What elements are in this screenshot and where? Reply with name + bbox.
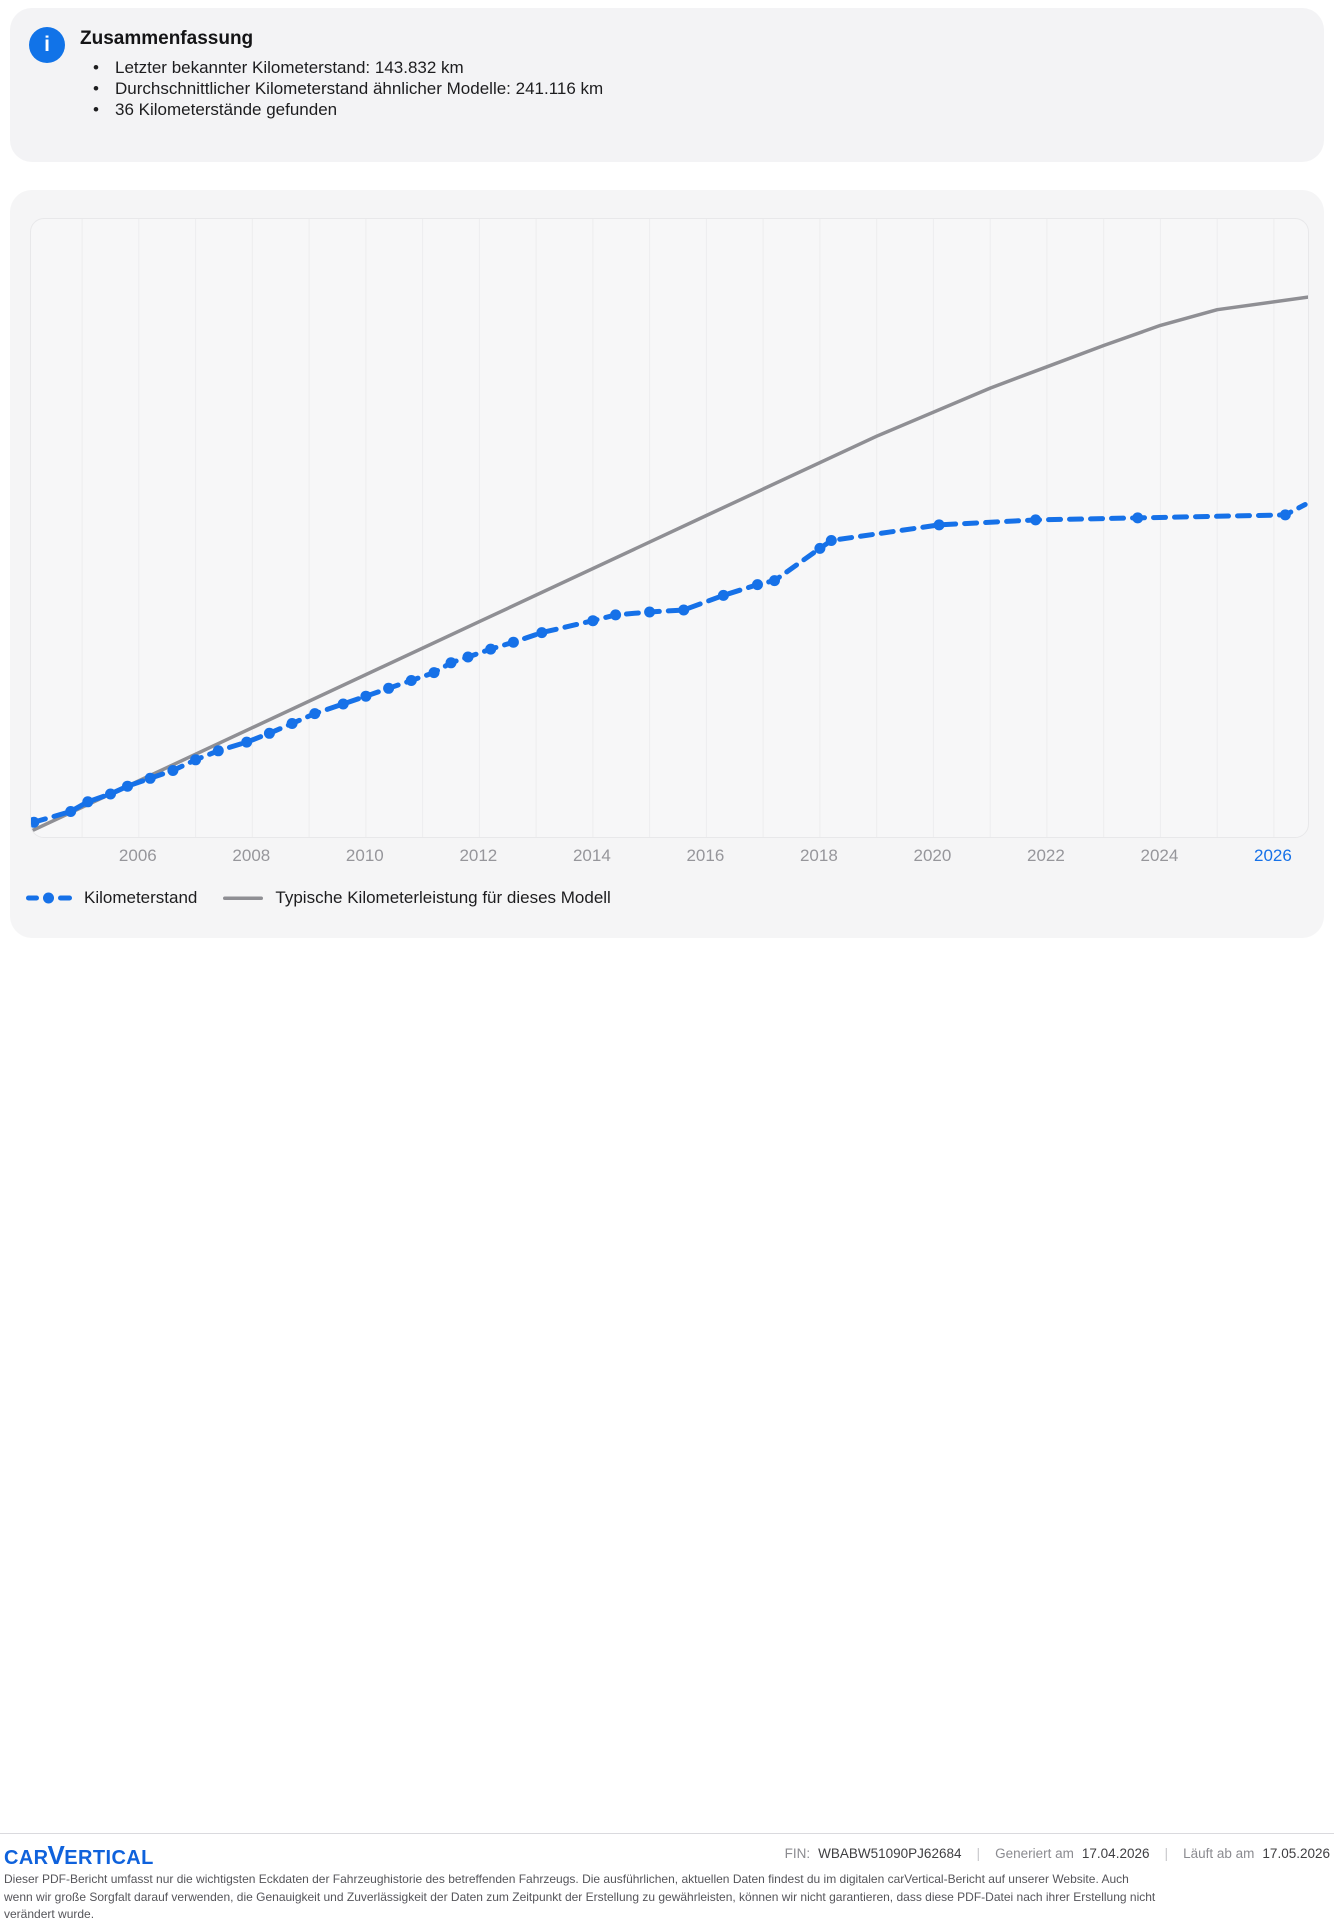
mileage-data-point [610,609,622,621]
x-tick-2016: 2016 [686,846,725,865]
generated-label: Generiert am [995,1846,1074,1861]
mileage-data-point [190,754,202,766]
meta-separator: | [1164,1845,1169,1861]
mileage-data-point [383,682,395,694]
summary-list: Letzter bekannter Kilometerstand: 143.83… [80,57,603,120]
mileage-data-point [644,606,656,618]
legend-item-typical: Typische Kilometerleistung für dieses Mo… [223,888,611,908]
mileage-data-point [485,643,497,655]
mileage-data-point [144,772,156,784]
mileage-data-point [212,745,224,757]
gridlines [81,219,1275,837]
legend-label-typical: Typische Kilometerleistung für dieses Mo… [275,888,611,907]
x-tick-2026: 2026 [1254,846,1292,865]
x-tick-2010: 2010 [345,846,384,865]
mileage-data-point [717,589,729,601]
mileage-data-point [360,690,372,702]
expires-label: Läuft ab am [1183,1846,1255,1861]
mileage-data-point [337,698,349,710]
disclaimer-text: Dieser PDF-Bericht umfasst nur die wicht… [4,1871,1330,1924]
mileage-data-point [263,727,275,739]
generated-date: 17.04.2026 [1081,1846,1150,1861]
disclaimer-line: Dieser PDF-Bericht umfasst nur die wicht… [4,1872,1129,1886]
mileage-data-point [82,796,94,808]
summary-bullet-last-mileage: Letzter bekannter Kilometerstand: 143.83… [80,57,603,78]
x-tick-2014: 2014 [572,846,611,865]
mileage-data-point [428,667,440,679]
disclaimer-line: verändert wurde. [4,1907,95,1921]
summary-bullet-average-mileage: Durchschnittlicher Kilometerstand ähnlic… [80,78,603,99]
summary-box: i Zusammenfassung Letzter bekannter Kilo… [10,8,1324,162]
chart-legend: Kilometerstand Typische Kilometerleistun… [26,888,611,908]
mileage-data-point [933,519,945,531]
mileage-data-point [167,765,179,776]
mileage-data-point [769,575,780,587]
mileage-data-point [241,736,253,748]
meta-separator: | [976,1845,981,1861]
plot-area [30,218,1309,838]
x-tick-2018: 2018 [799,846,838,865]
mileage-chart-card: 2006 2008 2010 2012 2014 2016 2018 2020 2022 2024… [10,190,1324,938]
logo-v-mark: V [47,1840,66,1870]
mileage-line-swatch-icon [26,892,72,904]
mileage-data-point [65,806,77,817]
info-icon: i [29,27,65,63]
mileage-data-point [752,579,763,591]
mileage-data-point [462,651,474,663]
x-tick-2008: 2008 [232,846,271,865]
typical-line-swatch-icon [223,896,264,900]
fin-value: WBABW51090PJ62684 [818,1846,962,1861]
logo-text-car: CAR [4,1847,49,1869]
mileage-data-point [507,636,519,648]
mileage-data-point [31,816,40,828]
mileage-data-point [405,675,417,686]
typical-mileage-line [31,295,1308,833]
mileage-data-point [309,708,321,720]
mileage-data-point [445,657,457,669]
disclaimer-line: wenn wir große Sorgfalt darauf verwenden… [4,1889,1156,1904]
mileage-data-point [122,780,133,792]
x-tick-2020: 2020 [913,846,952,865]
fin-label: FIN: [784,1846,811,1861]
mileage-data-point [286,718,298,729]
carvertical-logo: CAR V ERTICAL [4,1840,154,1871]
footer-divider [0,1833,1334,1834]
x-tick-2022: 2022 [1027,846,1065,865]
mileage-data-point [105,788,116,800]
legend-item-mileage: Kilometerstand [26,888,197,908]
summary-title: Zusammenfassung [80,28,254,49]
mileage-data-point [1279,509,1291,521]
logo-text-ertical: ERTICAL [64,1847,154,1869]
x-tick-2006: 2006 [118,846,157,865]
summary-bullet-records-found: 36 Kilometerstände gefunden [80,99,603,120]
x-tick-2024: 2024 [1140,846,1179,865]
mileage-data-point [536,627,548,639]
mileage-data-point [678,604,690,616]
mileage-data-point [825,535,837,546]
mileage-chart-svg [31,219,1308,837]
mileage-data-point [1030,514,1042,526]
mileage-data-point [814,542,826,554]
report-meta-row: FIN: WBABW51090PJ62684 | Generiert am 17… [785,1845,1330,1861]
legend-label-mileage: Kilometerstand [84,888,198,907]
x-axis-ticks: 2006 2008 2010 2012 2014 2016 2018 2020 2022 2024… [10,190,1324,938]
expires-date: 17.05.2026 [1262,1846,1330,1861]
x-tick-2012: 2012 [459,846,498,865]
mileage-data-point [587,615,599,627]
mileage-data-point [1132,512,1144,524]
